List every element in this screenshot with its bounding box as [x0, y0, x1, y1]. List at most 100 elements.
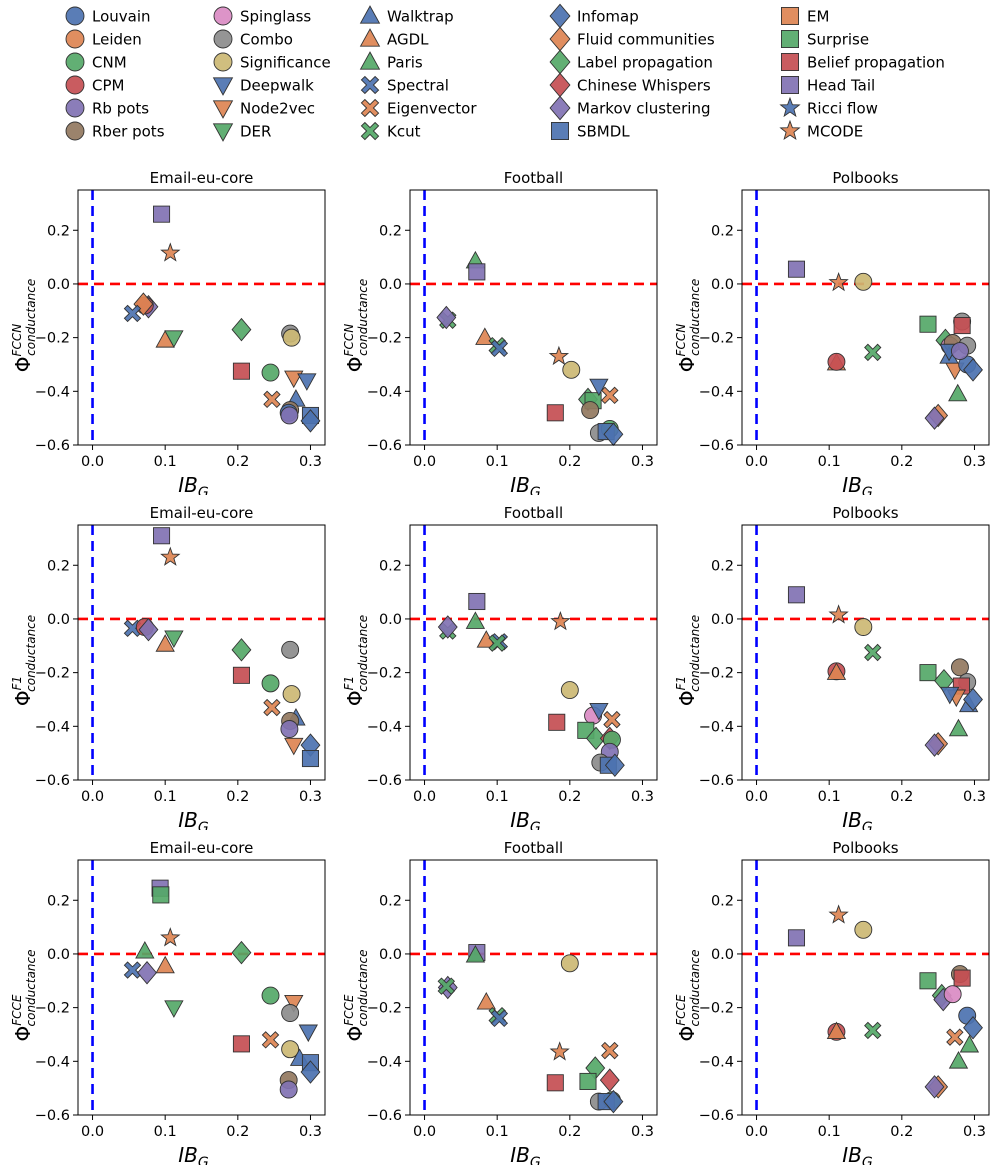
data-point-markov-clustering	[137, 960, 157, 985]
x-tick-label: 0.1	[154, 789, 177, 805]
legend-marker-leiden	[65, 29, 85, 49]
x-tick-label: 0.0	[745, 789, 768, 805]
data-point-mcode	[828, 604, 849, 624]
y-tick-label: 0.0	[379, 612, 402, 628]
legend-marker-cnm	[65, 52, 85, 72]
y-axis-label: ΦFCCNconductance	[10, 279, 38, 372]
data-point-agdl	[826, 1021, 847, 1040]
legend-marker-agdl	[359, 28, 381, 47]
x-tick-label: 0.3	[631, 789, 654, 805]
y-tick-label: 0.0	[711, 612, 734, 628]
data-point-rber-pots	[950, 658, 969, 677]
y-tick-label: −0.2	[367, 666, 402, 682]
y-tick-label: −0.2	[367, 1001, 402, 1017]
legend-label: EM	[807, 8, 829, 26]
y-tick-label: 0.0	[47, 947, 70, 963]
plot-frame	[409, 524, 658, 781]
x-tick-label: 0.2	[558, 1124, 581, 1140]
y-tick-label: −0.6	[35, 773, 70, 789]
x-tick-label: 0.0	[745, 454, 768, 470]
legend-marker-louvain	[65, 6, 85, 26]
legend-label: CPM	[92, 77, 124, 95]
data-point-eigenvector	[946, 1028, 964, 1046]
legend-marker-label-propagation	[549, 49, 571, 75]
data-point-head-tail	[787, 929, 806, 947]
data-point-surprise	[919, 972, 937, 990]
x-tick-label: 0.0	[413, 1124, 436, 1140]
data-point-mcode	[548, 345, 570, 366]
legend-marker-spectral	[360, 75, 380, 95]
legend-label: Markov clustering	[577, 100, 710, 118]
y-tick-label: 0.2	[379, 893, 402, 909]
data-point-surprise	[579, 1072, 597, 1090]
y-axis-label: ΦFCCEconductance	[674, 949, 702, 1041]
data-point-belief-propagation	[953, 317, 971, 335]
plot-frame	[741, 524, 990, 781]
data-point-eigenvector	[261, 1031, 280, 1049]
x-tick-label: 0.3	[299, 454, 322, 470]
data-point-paris	[465, 945, 486, 963]
legend-marker-walktrap	[359, 5, 381, 24]
legend-label: Eigenvector	[387, 100, 477, 118]
legend-label: Rber pots	[92, 123, 165, 141]
x-axis-label: IBG	[178, 808, 209, 830]
y-tick-label: −0.2	[699, 666, 734, 682]
legend-label: Spectral	[387, 77, 449, 95]
data-point-belief-propagation	[548, 713, 566, 731]
data-point-markov-clustering	[138, 617, 159, 642]
legend-label: Infomap	[577, 8, 639, 26]
legend-marker-mcode	[779, 119, 801, 141]
data-point-belief-propagation	[232, 1035, 250, 1053]
panel-title: Polbooks	[832, 169, 898, 187]
data-point-chinese-whispers	[599, 1068, 620, 1092]
legend-label: MCODE	[807, 123, 863, 141]
y-tick-label: −0.6	[699, 438, 734, 454]
y-tick-label: −0.4	[367, 719, 402, 735]
legend-marker-sbmdl	[551, 121, 570, 140]
y-tick-label: −0.6	[367, 438, 402, 454]
legend-marker-em	[781, 6, 800, 26]
data-point-mcode	[828, 271, 849, 292]
x-tick-label: 0.1	[486, 1124, 509, 1140]
data-point-belief-propagation	[546, 404, 564, 422]
chart-grid: Email-eu-core 0.0 0.1 0.2 0.3 −0.6 −0.4 −0.2 0.0…	[0, 160, 997, 1169]
data-point-deepwalk	[589, 378, 609, 397]
data-point-eigenvector	[603, 710, 621, 729]
data-point-mcode	[828, 904, 849, 924]
data-point-paris	[948, 1051, 969, 1069]
x-tick-label: 0.0	[745, 1124, 768, 1140]
data-point-der	[164, 1000, 184, 1018]
y-tick-label: 0.2	[379, 223, 402, 239]
y-tick-label: −0.4	[367, 384, 402, 400]
data-point-label-propagation	[231, 638, 252, 662]
legend-marker-fluid-communities	[549, 26, 571, 52]
x-tick-label: 0.3	[299, 789, 322, 805]
x-axis-label: IBG	[510, 808, 541, 830]
data-point-belief-propagation	[232, 362, 250, 380]
data-point-combo	[281, 1004, 300, 1022]
data-point-infomap	[604, 753, 625, 777]
plot-frame	[77, 524, 326, 781]
x-tick-label: 0.2	[890, 789, 913, 805]
legend-marker-kcut	[360, 121, 380, 141]
data-point-markov-clustering	[437, 615, 458, 639]
y-axis-label: ΦF1conductance	[10, 615, 38, 706]
data-point-rb-pots	[279, 1080, 298, 1099]
legend-marker-cpm	[65, 75, 85, 95]
data-point-mcode	[160, 546, 181, 566]
data-point-rb-pots	[950, 342, 969, 361]
y-tick-label: −0.4	[367, 1054, 402, 1070]
data-point-deepwalk	[297, 373, 317, 391]
x-axis-label: IBG	[510, 1143, 541, 1165]
y-tick-label: 0.0	[711, 277, 734, 293]
y-tick-label: −0.2	[35, 331, 70, 347]
y-tick-label: −0.6	[35, 1108, 70, 1124]
legend-label: Label propagation	[577, 54, 713, 72]
x-tick-label: 0.1	[818, 1124, 841, 1140]
data-point-significance	[560, 954, 579, 973]
data-point-cnm	[261, 674, 280, 693]
panel-title: Football	[504, 504, 563, 522]
scatter-panel-polbooks-f1: Polbooks 0.0 0.1 0.2 0.3 −0.6 −0.4 −0.2 0.0 0.2 IB…	[674, 504, 990, 830]
x-tick-label: 0.0	[413, 454, 436, 470]
y-tick-label: −0.6	[699, 773, 734, 789]
